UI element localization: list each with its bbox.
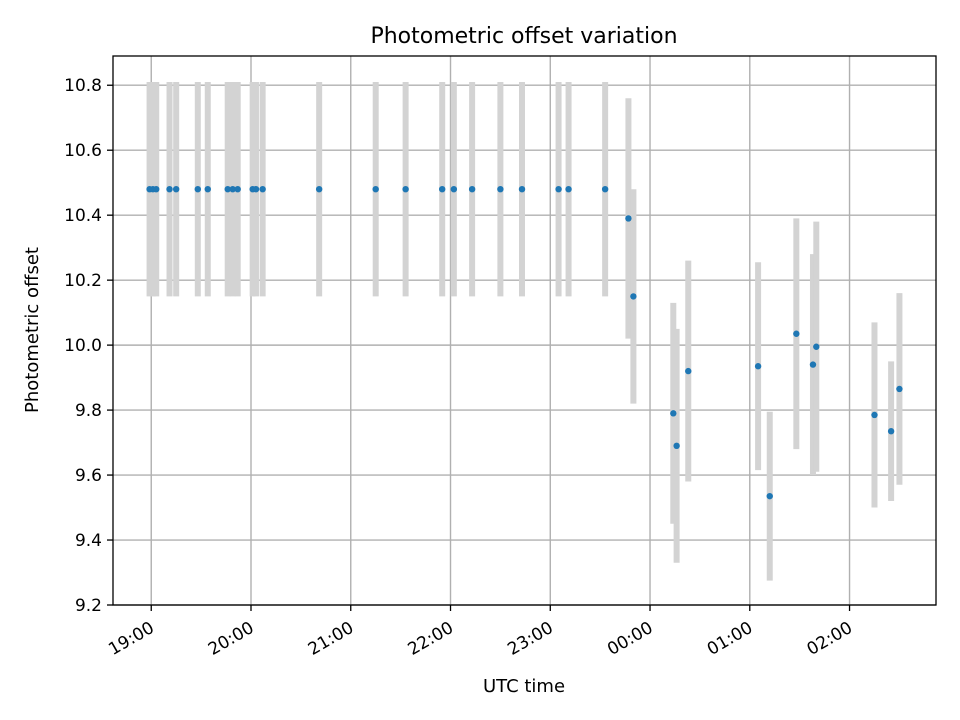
point-layer bbox=[146, 185, 903, 500]
data-point bbox=[766, 492, 773, 500]
data-point bbox=[194, 185, 201, 193]
y-tick-label: 10.4 bbox=[64, 206, 102, 226]
data-point bbox=[497, 185, 504, 193]
data-point bbox=[565, 185, 572, 193]
y-tick-label: 9.6 bbox=[75, 466, 102, 486]
data-point bbox=[887, 428, 895, 435]
data-point bbox=[793, 330, 800, 337]
data-point bbox=[809, 361, 817, 368]
y-tick-label: 10.2 bbox=[64, 271, 102, 291]
data-point bbox=[450, 185, 458, 193]
data-point bbox=[315, 185, 323, 193]
data-point bbox=[439, 185, 446, 193]
chart-title: Photometric offset variation bbox=[370, 24, 677, 49]
data-point bbox=[402, 185, 409, 193]
data-point bbox=[204, 185, 211, 193]
y-axis-label: Photometric offset bbox=[22, 247, 43, 413]
data-point bbox=[630, 293, 637, 300]
y-tick-label: 9.2 bbox=[75, 596, 102, 616]
y-tick-label: 10.8 bbox=[64, 76, 102, 96]
data-point bbox=[754, 363, 762, 370]
data-point bbox=[601, 185, 609, 193]
data-point bbox=[685, 367, 692, 375]
data-point bbox=[673, 442, 680, 450]
y-tick-label: 10.0 bbox=[64, 336, 102, 356]
data-point bbox=[252, 185, 260, 193]
data-point bbox=[871, 411, 878, 419]
y-tick-label: 9.4 bbox=[75, 531, 102, 551]
data-point bbox=[234, 185, 241, 193]
data-point bbox=[468, 185, 476, 193]
data-point bbox=[166, 185, 173, 193]
data-point bbox=[259, 185, 266, 193]
plot-frame bbox=[112, 55, 937, 606]
data-point bbox=[670, 410, 677, 417]
y-tick-label: 9.8 bbox=[75, 401, 102, 421]
data-point bbox=[229, 185, 236, 193]
data-point bbox=[555, 185, 562, 193]
data-point bbox=[372, 185, 379, 193]
data-point bbox=[172, 185, 180, 193]
data-point bbox=[813, 343, 820, 350]
y-tick-label: 10.6 bbox=[64, 141, 102, 161]
data-point bbox=[518, 185, 526, 193]
x-axis-label: UTC time bbox=[483, 676, 565, 697]
data-point bbox=[896, 385, 903, 393]
data-point bbox=[224, 185, 231, 193]
data-point bbox=[153, 185, 160, 193]
data-point bbox=[625, 215, 632, 222]
